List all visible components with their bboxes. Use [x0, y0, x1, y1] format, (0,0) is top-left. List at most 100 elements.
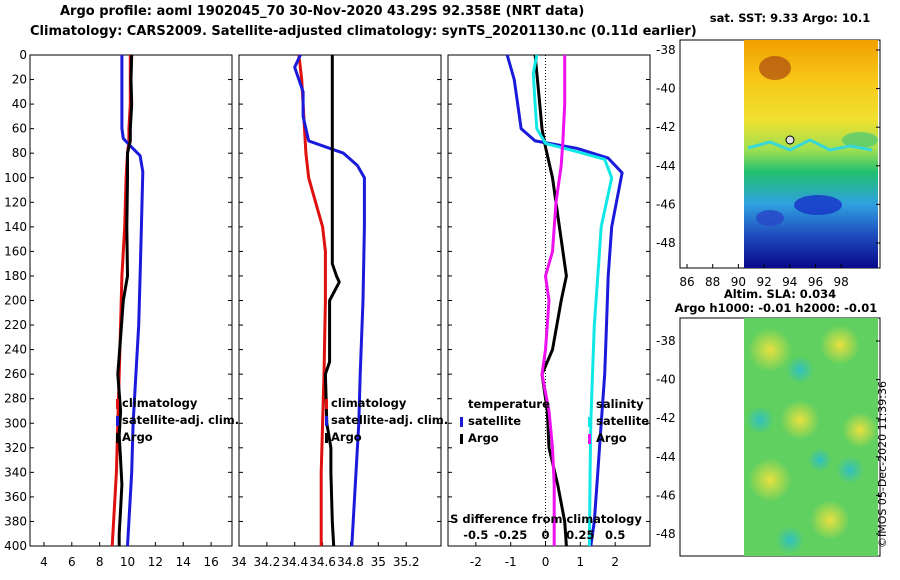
x-tick-label: 0 — [542, 555, 550, 569]
x-tick-label: 35.2 — [393, 555, 420, 569]
panel-difference: -2 -1 0 1 2 temperature satellite Argo salinity s… — [447, 54, 651, 569]
lat-tick-label: -38 — [656, 43, 676, 57]
legend-swatch — [588, 434, 591, 444]
y-tick-label: 160 — [4, 244, 27, 258]
legend-swatch — [460, 417, 463, 427]
series-line-argo — [323, 55, 341, 547]
legend-swatch — [325, 416, 328, 426]
x-tick-label: 35 — [371, 555, 386, 569]
series-line-temperature-satellite — [505, 54, 624, 547]
x-tick-label: 34.8 — [337, 555, 364, 569]
legend-label: Argo — [468, 431, 499, 445]
legend-label: Argo — [596, 431, 627, 445]
legend-swatch — [588, 417, 591, 427]
lon-tick-label: 90 — [731, 275, 746, 289]
sla-panel-subtitle: Argo h1000: -0.01 h2000: -0.01 — [675, 301, 878, 315]
sub-axis-tick-label: 0.25 — [566, 528, 594, 542]
y-tick-label: 360 — [4, 490, 27, 504]
y-tick-label: 400 — [4, 539, 27, 553]
y-tick-label: 260 — [4, 367, 27, 381]
series-line-argo — [116, 54, 134, 546]
y-tick-label: 120 — [4, 195, 27, 209]
x-tick-label: 34.6 — [309, 555, 336, 569]
y-tick-label: 300 — [4, 416, 27, 430]
x-tick-label: -1 — [505, 555, 517, 569]
x-tick-label: 6 — [68, 555, 76, 569]
series-line-salinity-satellite — [531, 54, 614, 547]
y-tick-label: 20 — [12, 73, 27, 87]
y-tick-label: 380 — [4, 514, 27, 528]
legend-swatch — [460, 434, 463, 444]
x-tick-label: 4 — [40, 555, 48, 569]
series-line-satellite-adj-clim- — [293, 54, 366, 547]
x-tick-label: 12 — [148, 555, 163, 569]
title-line-2: Climatology: CARS2009. Satellite-adjuste… — [30, 24, 697, 39]
legend-swatch — [116, 416, 119, 426]
legend-title-salinity: salinity — [596, 397, 644, 411]
lat-tick-label: -46 — [656, 488, 676, 502]
lon-tick-label: 96 — [808, 275, 823, 289]
y-tick-label: 320 — [4, 441, 27, 455]
x-tick-label: -2 — [470, 555, 482, 569]
legend-label: satellite — [468, 414, 521, 428]
y-tick-label: 60 — [12, 122, 27, 136]
y-tick-label: 0 — [19, 48, 27, 62]
y-tick-label: 100 — [4, 171, 27, 185]
imos-timestamp: ©IMOS 05-Dec-2020 11:39:36 — [876, 381, 889, 548]
lat-tick-label: -40 — [656, 373, 676, 387]
sst-lat-ticks: -38 -40 -42 -44 -46 -48 — [656, 43, 880, 250]
panel-frame — [238, 54, 442, 547]
sst-panel-title: sat. SST: 9.33 Argo: 10.1 — [710, 11, 870, 25]
y-tick-label: 280 — [4, 392, 27, 406]
x-tick-label: 16 — [203, 555, 218, 569]
legend-label: satellite-adj. clim. — [122, 413, 239, 427]
series-line-salinity-argo — [540, 55, 567, 546]
lat-tick-label: -40 — [656, 82, 676, 96]
x-tick-label: 1 — [577, 555, 585, 569]
y-tick-label: 340 — [4, 465, 27, 479]
lat-tick-label: -38 — [656, 334, 676, 348]
sst-lon-ticks: 86 88 90 92 94 96 98 — [679, 264, 849, 289]
legend-swatch — [116, 433, 119, 443]
sub-axis-tick-label: 0 — [542, 528, 550, 542]
y-tick-label: 240 — [4, 343, 27, 357]
lon-tick-label: 88 — [705, 275, 720, 289]
legend-label: climatology — [122, 396, 198, 410]
legend-label: Argo — [122, 430, 153, 444]
panel-salinity: 34 34.2 34.4 34.6 34.8 35 35.2 climatology satel… — [231, 54, 448, 569]
x-tick-label: 8 — [96, 555, 104, 569]
lat-tick-label: -44 — [656, 450, 676, 464]
legend-label: climatology — [331, 396, 407, 410]
sla-lat-ticks: -38 -40 -42 -44 -46 -48 — [656, 334, 880, 541]
sub-axis-tick-label: -0.25 — [494, 528, 527, 542]
x-tick-label: 14 — [176, 555, 191, 569]
legend-title-temperature: temperature — [468, 397, 550, 411]
legend-swatch — [325, 399, 328, 409]
y-tick-label: 180 — [4, 269, 27, 283]
legend-label: Argo — [331, 430, 362, 444]
legend-swatch — [116, 399, 119, 409]
y-tick-label: 220 — [4, 318, 27, 332]
lat-tick-label: -46 — [656, 197, 676, 211]
lon-tick-label: 86 — [679, 275, 694, 289]
lat-tick-label: -42 — [656, 411, 676, 425]
title-line-1: Argo profile: aoml 1902045_70 30-Nov-202… — [60, 4, 585, 19]
x-tick-label: 10 — [120, 555, 135, 569]
lon-tick-label: 98 — [834, 275, 849, 289]
x-tick-label: 34.2 — [254, 555, 281, 569]
x-tick-label: 2 — [611, 555, 619, 569]
sla-panel-title: Altim. SLA: 0.034 — [724, 287, 836, 301]
panel-temperature: 0 20 40 60 80 100 120 140 160 180 200 220 240 260 280 3… — [4, 48, 239, 569]
sla-map: -38 -40 -42 -44 -46 -48 — [656, 317, 881, 557]
x-tick-label: 34.4 — [281, 555, 308, 569]
sst-map: -38 -40 -42 -44 -46 -48 86 88 90 92 94 96 98 — [656, 39, 881, 289]
y-tick-label: 140 — [4, 220, 27, 234]
y-tick-label: 40 — [12, 97, 27, 111]
x-tick-label: 34 — [231, 555, 246, 569]
legend-label: satellite — [596, 414, 649, 428]
sub-axis-label: S difference from climatology — [450, 512, 642, 526]
lat-tick-label: -44 — [656, 159, 676, 173]
profile-panels: 0204060801001201401601802002202402602803… — [4, 48, 651, 569]
legend-swatch — [325, 433, 328, 443]
